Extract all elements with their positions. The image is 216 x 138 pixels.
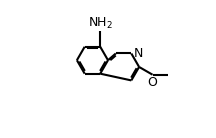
Text: N: N: [134, 47, 143, 60]
Text: O: O: [148, 76, 157, 89]
Text: NH$_2$: NH$_2$: [88, 15, 113, 30]
